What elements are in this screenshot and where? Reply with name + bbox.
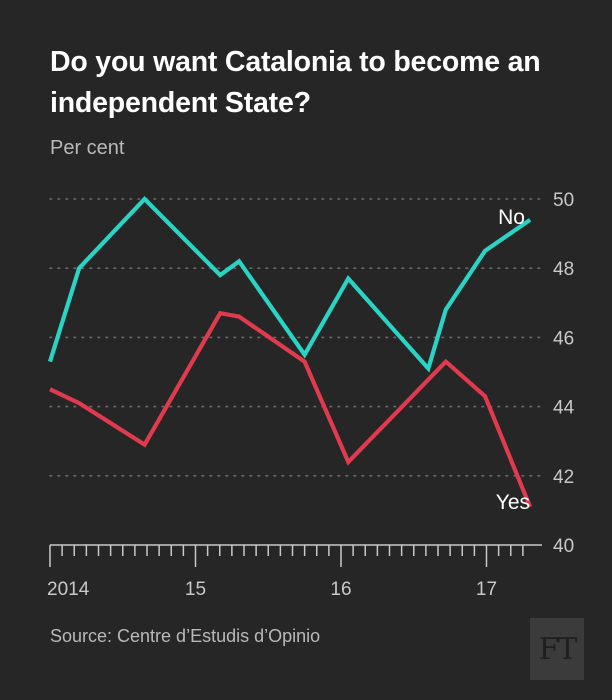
y-tick-label: 42 [553,467,574,488]
x-tick-label: 2014 [47,579,90,600]
source-note: Source: Centre d’Estudis d’Opinio [50,626,321,646]
chart-title: Do you want Catalonia to become an indep… [50,46,541,119]
y-tick-label: 48 [553,259,574,280]
x-axis [49,544,542,567]
x-tick-label: 17 [476,579,497,600]
x-tick-label: 15 [185,579,206,600]
series-lines [47,195,533,508]
x-tick-label: 16 [330,579,351,600]
grid-lines [49,198,543,477]
series-label-yes: Yes [496,491,530,514]
ft-logo: FT [530,618,584,680]
series-labels: No Yes [496,206,530,514]
y-tick-label: 46 [553,328,574,349]
y-tick-label: 44 [553,398,575,419]
x-axis-labels: 2014 15 16 17 [47,579,497,600]
y-tick-label: 40 [553,536,574,557]
chart-subtitle: Per cent [50,137,125,159]
series-line-no [47,195,532,373]
series-label-no: No [498,206,525,229]
y-tick-label: 50 [553,190,574,211]
y-axis-labels: 40 42 44 46 48 50 [553,190,575,557]
series-line-yes [49,310,533,508]
ft-logo-text: FT [538,631,578,667]
